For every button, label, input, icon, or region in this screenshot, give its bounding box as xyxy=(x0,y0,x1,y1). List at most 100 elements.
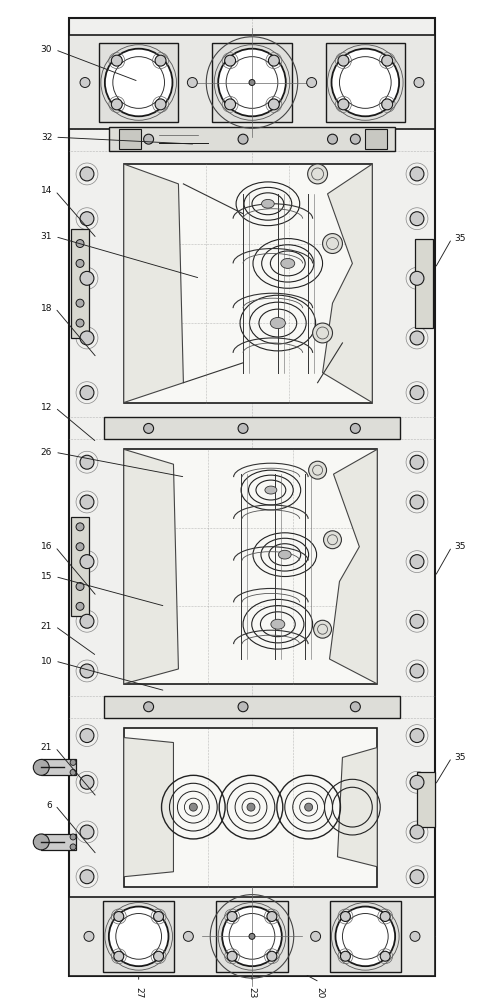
Text: 16: 16 xyxy=(40,542,52,551)
Circle shape xyxy=(382,55,392,66)
Bar xyxy=(104,696,400,718)
Circle shape xyxy=(350,423,360,433)
Circle shape xyxy=(184,931,194,941)
Circle shape xyxy=(70,834,76,840)
Circle shape xyxy=(310,931,320,941)
Text: 31: 31 xyxy=(40,232,52,241)
Bar xyxy=(124,164,372,403)
Circle shape xyxy=(80,167,94,181)
Circle shape xyxy=(267,912,277,921)
Polygon shape xyxy=(330,449,377,684)
Circle shape xyxy=(80,271,94,285)
Circle shape xyxy=(308,461,326,479)
Bar xyxy=(104,417,400,439)
Circle shape xyxy=(76,543,84,551)
Circle shape xyxy=(112,99,122,110)
Circle shape xyxy=(70,844,76,850)
Circle shape xyxy=(267,951,277,961)
Bar xyxy=(109,127,395,151)
Bar xyxy=(69,35,435,129)
Circle shape xyxy=(222,907,282,966)
Circle shape xyxy=(238,702,248,712)
Circle shape xyxy=(80,495,94,509)
Bar xyxy=(69,18,435,976)
Circle shape xyxy=(105,49,172,116)
Circle shape xyxy=(224,55,235,66)
Text: 12: 12 xyxy=(41,403,52,412)
Circle shape xyxy=(80,78,90,87)
Circle shape xyxy=(144,423,154,433)
Text: 18: 18 xyxy=(40,304,52,313)
Circle shape xyxy=(249,80,255,85)
Bar xyxy=(366,129,387,149)
Circle shape xyxy=(76,299,84,307)
Circle shape xyxy=(76,602,84,610)
Circle shape xyxy=(76,582,84,590)
Circle shape xyxy=(34,759,49,775)
Bar xyxy=(71,517,89,616)
Circle shape xyxy=(227,951,237,961)
Circle shape xyxy=(410,212,424,226)
Text: 35: 35 xyxy=(455,234,466,243)
Bar xyxy=(42,759,76,775)
Bar xyxy=(42,834,76,850)
Ellipse shape xyxy=(262,199,274,208)
Circle shape xyxy=(154,912,164,921)
Circle shape xyxy=(190,803,198,811)
Text: 23: 23 xyxy=(248,987,256,998)
Circle shape xyxy=(382,99,392,110)
Bar xyxy=(326,43,405,122)
Circle shape xyxy=(76,259,84,267)
Circle shape xyxy=(80,455,94,469)
Circle shape xyxy=(80,386,94,400)
Circle shape xyxy=(340,912,350,921)
Circle shape xyxy=(410,331,424,345)
Polygon shape xyxy=(322,164,372,403)
Bar xyxy=(124,449,377,684)
Circle shape xyxy=(80,729,94,743)
Circle shape xyxy=(80,331,94,345)
Circle shape xyxy=(324,531,342,549)
Circle shape xyxy=(238,134,248,144)
Circle shape xyxy=(268,99,280,110)
Circle shape xyxy=(410,664,424,678)
Circle shape xyxy=(76,523,84,531)
Circle shape xyxy=(227,912,237,921)
Circle shape xyxy=(332,49,399,116)
Ellipse shape xyxy=(265,486,277,494)
Polygon shape xyxy=(124,164,184,403)
Bar xyxy=(417,772,435,827)
Text: 21: 21 xyxy=(41,743,52,752)
Text: 20: 20 xyxy=(315,987,324,998)
Circle shape xyxy=(340,951,350,961)
Circle shape xyxy=(380,912,390,921)
Circle shape xyxy=(328,134,338,144)
Circle shape xyxy=(218,49,286,116)
Circle shape xyxy=(76,240,84,248)
Circle shape xyxy=(80,555,94,569)
Circle shape xyxy=(410,825,424,839)
Circle shape xyxy=(410,614,424,628)
Text: 30: 30 xyxy=(40,45,52,54)
Circle shape xyxy=(306,78,316,87)
Circle shape xyxy=(155,99,166,110)
Circle shape xyxy=(410,167,424,181)
Circle shape xyxy=(410,870,424,884)
Circle shape xyxy=(70,769,76,775)
Circle shape xyxy=(410,495,424,509)
Bar xyxy=(119,129,141,149)
Text: 10: 10 xyxy=(40,657,52,666)
Circle shape xyxy=(410,729,424,743)
Polygon shape xyxy=(338,747,377,867)
Circle shape xyxy=(80,212,94,226)
Circle shape xyxy=(314,620,332,638)
Circle shape xyxy=(312,323,332,343)
Circle shape xyxy=(70,759,76,765)
Circle shape xyxy=(144,702,154,712)
Circle shape xyxy=(112,55,122,66)
Text: 6: 6 xyxy=(46,801,52,810)
Text: 35: 35 xyxy=(455,542,466,551)
Polygon shape xyxy=(124,738,174,877)
Circle shape xyxy=(322,234,342,253)
Bar xyxy=(415,239,433,328)
